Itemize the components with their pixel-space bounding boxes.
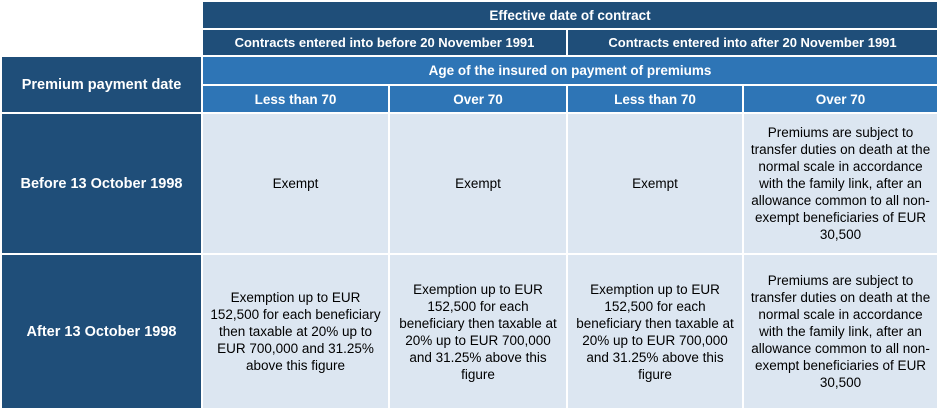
effective-date-header: Effective date of contract xyxy=(200,0,937,30)
age-column-header: Over 70 xyxy=(388,84,568,114)
contracts-before-header: Contracts entered into before 20 Novembe… xyxy=(201,28,568,57)
corner-blank-2 xyxy=(1,29,202,56)
age-column-header: Less than 70 xyxy=(566,84,744,114)
table-cell: Exempt xyxy=(201,112,390,255)
cell-text: Premiums are subject to transfer duties … xyxy=(750,125,931,242)
age-column-header: Less than 70 xyxy=(201,84,390,114)
table-row: After 13 October 1998 Exemption up to EU… xyxy=(0,253,937,410)
table-row: Before 13 October 1998 Exempt Exempt Exe… xyxy=(0,112,937,255)
table-cell: Premiums are subject to transfer duties … xyxy=(741,253,937,410)
cell-text: Exemption up to EUR 152,500 for each ben… xyxy=(576,281,734,382)
table-cell: Exemption up to EUR 152,500 for each ben… xyxy=(201,253,390,410)
age-of-insured-header: Age of the insured on payment of premium… xyxy=(200,55,937,86)
row-label: After 13 October 1998 xyxy=(0,253,203,410)
cell-text: Exemption up to EUR 152,500 for each ben… xyxy=(210,290,381,373)
table-cell: Exemption up to EUR 152,500 for each ben… xyxy=(388,253,568,410)
table-cell: Exempt xyxy=(388,112,568,255)
table-cell: Premiums are subject to transfer duties … xyxy=(741,112,937,255)
cell-text: Exempt xyxy=(455,176,501,191)
cell-text: Exempt xyxy=(272,176,319,191)
cell-text: Exempt xyxy=(632,176,678,191)
age-column-header: Over 70 xyxy=(741,84,937,114)
cell-text: Exemption up to EUR 152,500 for each ben… xyxy=(399,281,557,382)
cell-text: Premiums are subject to transfer duties … xyxy=(750,273,931,390)
row-label: Before 13 October 1998 xyxy=(0,112,203,255)
table-cell: Exemption up to EUR 152,500 for each ben… xyxy=(566,253,744,410)
contracts-after-header: Contracts entered into after 20 November… xyxy=(565,28,937,57)
corner-blank xyxy=(1,1,202,29)
premium-payment-date-header: Premium payment date xyxy=(0,55,203,114)
table-cell: Exempt xyxy=(566,112,744,255)
